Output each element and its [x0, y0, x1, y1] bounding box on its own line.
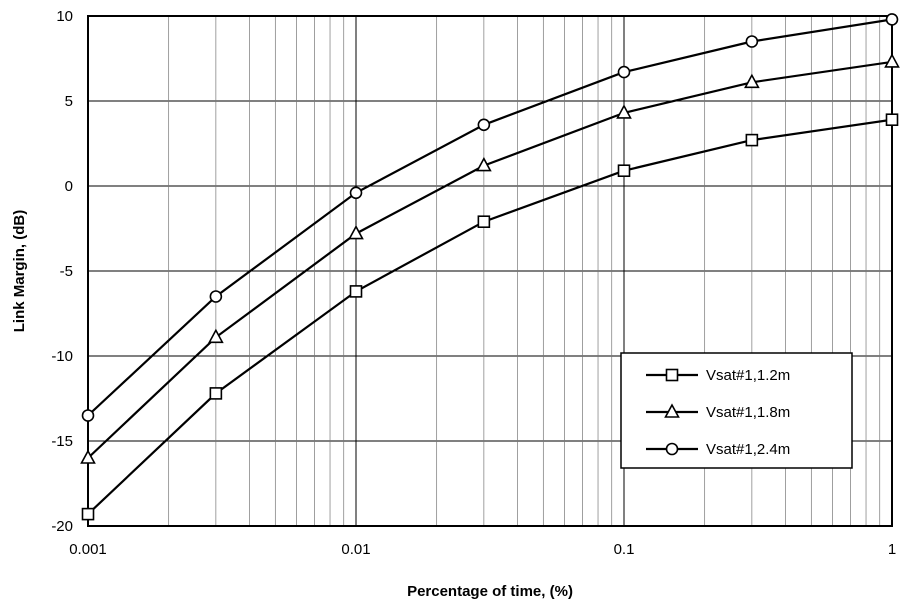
legend-marker [665, 368, 679, 382]
data-point [884, 53, 900, 68]
x-tick-label: 0.1 [614, 541, 635, 558]
x-tick-label: 0.01 [341, 541, 370, 558]
y-tick-label: -15 [51, 433, 73, 450]
legend-label: Vsat#1,2.4m [706, 441, 790, 458]
data-point [80, 449, 96, 464]
data-point [209, 387, 223, 400]
x-tick-label: 0.001 [69, 541, 107, 558]
series-layer [80, 13, 900, 521]
legend-label: Vsat#1,1.2m [706, 367, 790, 384]
data-point [476, 156, 492, 172]
series-2 [80, 53, 900, 464]
legend: Vsat#1,1.2m Vsat#1,1.8m Vsat#1,2.4m [620, 352, 853, 469]
x-axis-ticks: 0.001 0.01 0.1 1 [69, 541, 896, 558]
data-point [81, 507, 95, 521]
y-tick-label: -10 [51, 348, 73, 365]
legend-entry: Vsat#1,1.2m [646, 367, 790, 384]
data-point [885, 13, 899, 26]
data-point [745, 35, 759, 48]
data-point [744, 73, 760, 89]
y-tick-label: -20 [51, 518, 73, 535]
data-point [81, 409, 95, 422]
data-point [349, 186, 363, 200]
data-point [616, 104, 632, 119]
series-3 [81, 13, 899, 422]
data-point [349, 285, 363, 298]
data-point [617, 65, 631, 79]
data-point [348, 224, 364, 240]
series-1 [81, 113, 899, 521]
y-tick-label: 10 [56, 8, 73, 25]
y-tick-label: 0 [65, 178, 73, 195]
legend-entry: Vsat#1,2.4m [646, 441, 790, 458]
data-point [617, 164, 631, 177]
legend-label: Vsat#1,1.8m [706, 404, 790, 421]
legend-entry: Vsat#1,1.8m [646, 403, 790, 421]
data-point [745, 133, 759, 147]
data-point [208, 328, 224, 344]
data-point [477, 118, 491, 132]
legend-marker [665, 442, 679, 456]
legend-marker [664, 403, 680, 418]
y-tick-label: 5 [65, 93, 73, 110]
plot-area [87, 15, 893, 527]
y-axis-title: Link Margin, (dB) [11, 210, 28, 333]
y-tick-label: -5 [60, 263, 73, 280]
y-axis-ticks: 10 5 0 -5 -10 -15 -20 [51, 8, 73, 535]
data-point [477, 215, 491, 228]
x-axis-title: Percentage of time, (%) [407, 583, 573, 600]
data-point [209, 290, 223, 303]
x-tick-label: 1 [888, 541, 896, 558]
data-point [885, 113, 899, 126]
